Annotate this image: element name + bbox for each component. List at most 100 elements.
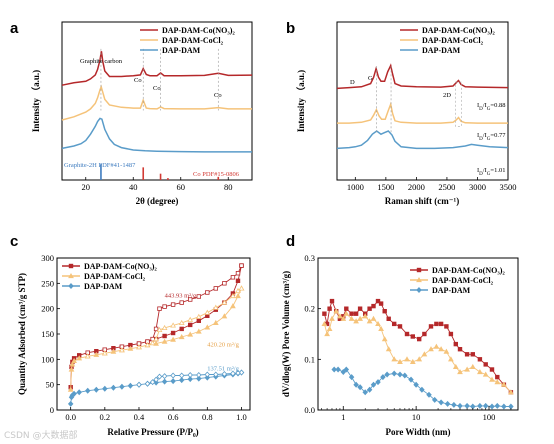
panel-d-point-1-34 [482,371,489,377]
panel-c-point-0-ads-14 [162,333,167,339]
panel-d-point-0-26 [438,321,444,327]
panel-c-point-2-ads-4 [76,389,82,396]
panel-b-xtick-label-4: 3000 [469,182,486,192]
panel-c-point-2-ads-16 [178,377,185,384]
panel-a-series-2 [61,117,252,153]
panel-c-point-2-des-2 [230,370,236,377]
panel-d-point-2-5 [353,381,359,388]
panel-c-point-0-des-12 [153,326,159,332]
panel-c-point-1-ads-4 [76,355,83,361]
panel-d-point-0-15 [378,301,384,306]
panel-d-legend-entry-0: DAP-DAM-Co(NO₃)₂ [432,266,505,275]
panel-a-series-1 [61,84,252,121]
panel-c-point-1-des-0 [238,285,245,291]
panel-c-annotation-0: 443.93 m²/g [165,293,197,300]
panel-c-point-1-ads-18 [195,328,202,334]
panel-d-point-1-14 [375,320,381,327]
panel-d-point-0-0 [322,311,327,316]
panel-d-ytick-label-3: 0.3 [304,253,315,263]
panel-b-xtick-label-0: 1000 [347,182,364,192]
panel-d-point-1-0 [321,320,328,327]
panel-d-point-2-30 [494,402,501,409]
panel-d-point-0-14 [375,298,381,304]
panel-d-point-0-3 [329,298,335,304]
panel-c-point-1-ads-6 [93,351,100,357]
panel-d-point-2-22 [444,400,451,407]
panel-d-point-1-20 [404,356,410,362]
panel-d-point-0-34 [483,362,488,367]
panel-c-point-1-des-4 [212,304,219,310]
panel-d-xlabel: Pore Width (nm) [385,427,450,437]
panel-d-point-1-19 [397,358,403,365]
panel-c-point-1-des-14 [144,342,151,348]
panel-c-ytick-label-0: 0 [50,405,54,415]
panel-b-series-2 [336,130,509,150]
panel-d-point-2-12 [384,371,390,378]
panel-c-point-2-des-7 [187,372,193,378]
panel-d-point-1-33 [477,368,483,375]
panel-c-point-2-des-0 [238,369,245,376]
panel-label-d: d [286,233,295,250]
panel-c-point-2-ads-3 [71,390,77,397]
panel-d-series-line-1 [323,310,512,393]
panel-b-ratio-2: ID/IG=0.77 [477,132,506,142]
panel-a-legend-entry-1: DAP-DAM-CoCl₂ [162,36,224,45]
panel-a-xtick-label-2: 60 [177,182,186,192]
panel-b-ratio-3: ID/IG=1.01 [477,167,505,177]
panel-c-point-0-des-11 [157,306,162,311]
panel-c-point-1-ads-22 [230,303,236,309]
panel-c-point-0-des-6 [196,294,201,299]
panel-c-point-1-ads-10 [127,345,134,351]
panel-label-c: c [10,233,18,250]
panel-c-point-0-des-9 [170,302,176,307]
panel-c-point-2-des-8 [178,372,185,379]
panel-a-xtick-label-3: 80 [224,182,233,192]
panel-a-ylabel: Intensity （a.u.) [31,70,41,132]
panel-c-point-0-des-2 [230,275,236,280]
panel-c-point-0-des-5 [205,290,210,295]
panel-d-point-1-4 [333,308,340,314]
panel-c-point-1-des-2 [230,292,236,299]
panel-d-point-2-20 [431,396,438,403]
panel-c-point-1-des-8 [178,319,185,326]
panel-d-point-1-13 [370,315,377,321]
panel-c-point-2-ads-8 [110,384,117,391]
panel-d-point-2-27 [477,402,483,409]
panel-a-annotation-co-3: Co [214,92,222,99]
panel-d-point-2-4 [348,374,355,381]
panel-d-point-1-3 [329,315,335,321]
panel-d-point-1-38 [508,389,514,395]
panel-d-point-0-24 [428,324,434,329]
panel-c-point-2-des-1 [235,370,241,376]
panel-d-point-2-13 [391,370,397,377]
panel-b-xtick-label-1: 1500 [377,182,394,192]
panel-c-xtick-label-4: 0.8 [202,412,213,422]
panel-c-point-1-des-16 [119,347,125,353]
panel-c-point-2-des-3 [221,371,228,377]
panel-c-point-0-ads-15 [170,330,176,336]
panel-c-point-1-ads-1 [68,366,75,372]
panel-d-legend-entry-1: DAP-DAM-CoCl₂ [432,276,494,285]
panel-b-series-1 [337,101,508,124]
panel-d-legend-entry-2: DAP-DAM [432,286,471,295]
panel-d-point-1-30 [457,368,463,375]
panel-c-point-2-ads-0 [67,400,74,407]
panel-c-point-1-des-11 [156,326,163,333]
panel-c-point-1-ads-23 [235,292,241,299]
panel-a-annotation-graphite-pdf: Graphite-2H PDF#41-1487 [64,162,136,169]
panel-a-annotation-co-pdf: Co PDF#15-0806 [193,171,240,178]
panel-a-annotation-co-1: Co [134,77,142,84]
panel-c-ytick-label-1: 50 [46,380,55,390]
panel-c-point-0-des-3 [222,281,227,286]
panel-c-ytick-label-2: 100 [41,354,54,364]
panel-d-point-2-17 [413,381,419,388]
panel-d-point-0-20 [404,331,410,337]
panel-d-point-1-35 [489,376,495,382]
panel-d-point-2-21 [438,399,444,406]
panel-c-point-1-ads-17 [187,331,194,337]
panel-c-point-1-ads-19 [204,324,211,330]
panel-d-ytick-label-0: 0.0 [304,405,315,415]
panel-c-point-2-des-11 [156,373,163,380]
panel-c-point-0-ads-17 [187,322,193,328]
